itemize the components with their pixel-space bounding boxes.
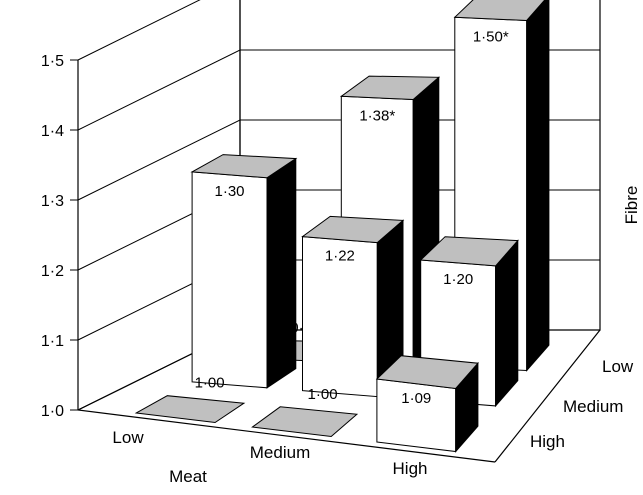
bar-front-face: [191, 171, 268, 389]
floor-tile: [134, 395, 246, 424]
bar-top-face: [375, 355, 479, 390]
fibre-category-labels: Low Medium High: [530, 357, 634, 451]
bar-side-face: [266, 157, 297, 389]
bar-top-face: [190, 154, 298, 179]
bar-data-label: 1·20: [443, 271, 473, 288]
y-tick-label: 1·0: [41, 403, 64, 420]
meat-category-label: High: [393, 459, 428, 478]
floor-right-edge: [494, 329, 601, 463]
bar-data-label: 1·38*: [359, 107, 395, 124]
bar-data-label: 1·09: [401, 390, 431, 407]
bar-side-face: [495, 239, 519, 408]
y-tick-label: 1·1: [41, 333, 64, 350]
floor-tile: [251, 406, 359, 438]
bar-side-face: [526, 0, 550, 372]
bar-top-face: [453, 0, 546, 22]
bar: 1·30: [190, 154, 298, 389]
x-axis-label: Meat: [169, 467, 207, 486]
y-tick-label: 1·4: [41, 123, 64, 140]
meat-category-label: Medium: [250, 443, 310, 462]
bar-top-face: [419, 236, 519, 267]
z-axis-label: Fibre: [622, 186, 641, 225]
y-tick-label: 1·2: [41, 263, 64, 280]
y-tick-labels: 1·0 1·1 1·2 1·3 1·4 1·5: [41, 53, 64, 420]
fibre-category-label: Medium: [563, 397, 623, 416]
bar-data-label: 1·00: [195, 375, 225, 392]
bar-data-label: 1·00: [308, 386, 338, 403]
fibre-category-label: Low: [602, 357, 634, 376]
bar-data-label: 1·30: [215, 183, 245, 200]
bar: 1·22: [301, 215, 405, 398]
meat-category-labels: Low Medium High: [112, 428, 427, 478]
bar-data-label: 1·50*: [473, 28, 509, 45]
fibre-category-label: High: [530, 432, 565, 451]
bars: 0·931·38*1·50*1·301·221·201·001·001·09: [190, 0, 550, 453]
y-tick-label: 1·3: [41, 193, 64, 210]
gridline: [77, 0, 201, 61]
bar-top-face: [339, 75, 441, 101]
bar: 1·09: [375, 355, 479, 453]
bar-data-label: 1·22: [325, 248, 355, 265]
y-tick-label: 1·5: [41, 53, 64, 70]
bar-top-face: [301, 215, 405, 244]
meat-category-label: Low: [112, 428, 144, 447]
